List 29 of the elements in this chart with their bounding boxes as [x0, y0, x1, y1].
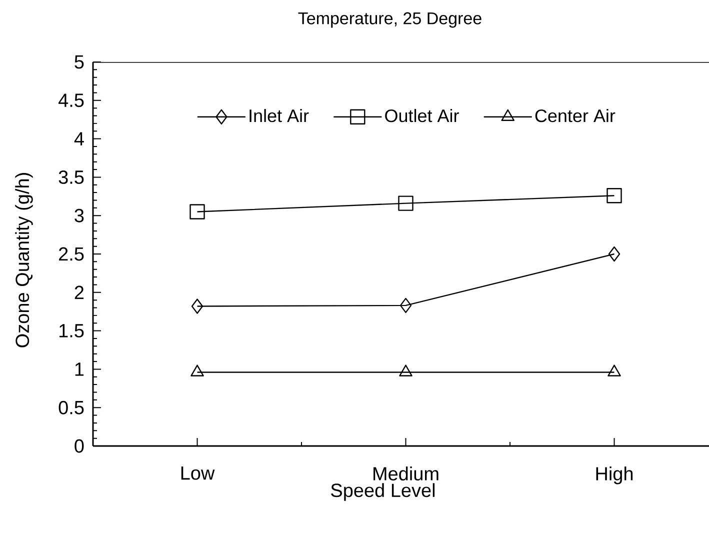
- y-tick-label: 0.5: [58, 400, 84, 414]
- point: [398, 196, 414, 211]
- point: [191, 298, 204, 314]
- y-tick-label: 2.5: [59, 247, 84, 261]
- y-tick-label: 5: [74, 55, 84, 69]
- point: [190, 364, 204, 376]
- legend-label: Center Air: [535, 108, 616, 122]
- point: [608, 246, 620, 262]
- legend-label: Inlet Air: [250, 108, 309, 122]
- y-tick-label: 1.5: [60, 324, 84, 338]
- y-tick-label: 4.5: [58, 94, 84, 108]
- x-tick-label: Medium: [374, 466, 438, 480]
- y-axis-title: Ozone Quantity (g/h): [15, 173, 33, 348]
- x-tick-label: High: [596, 466, 633, 484]
- point: [399, 364, 412, 376]
- y-tick-label: 3.5: [58, 170, 84, 184]
- point: [190, 204, 205, 220]
- y-tick-label: 0: [74, 439, 84, 453]
- y-tick-label: 3: [74, 208, 84, 222]
- x-tick-label: Low: [181, 466, 215, 480]
- legend-label: Outlet Air: [385, 108, 459, 122]
- y-tick-label: 2: [74, 286, 84, 300]
- point: [608, 364, 621, 376]
- x-axis-title: Speed Level: [331, 483, 435, 501]
- y-tick-label: 1: [75, 362, 84, 376]
- point: [606, 188, 622, 204]
- point: [400, 298, 412, 314]
- y-tick-label: 4: [74, 132, 84, 146]
- chart-title: Temperature, 25 Degree: [298, 12, 482, 28]
